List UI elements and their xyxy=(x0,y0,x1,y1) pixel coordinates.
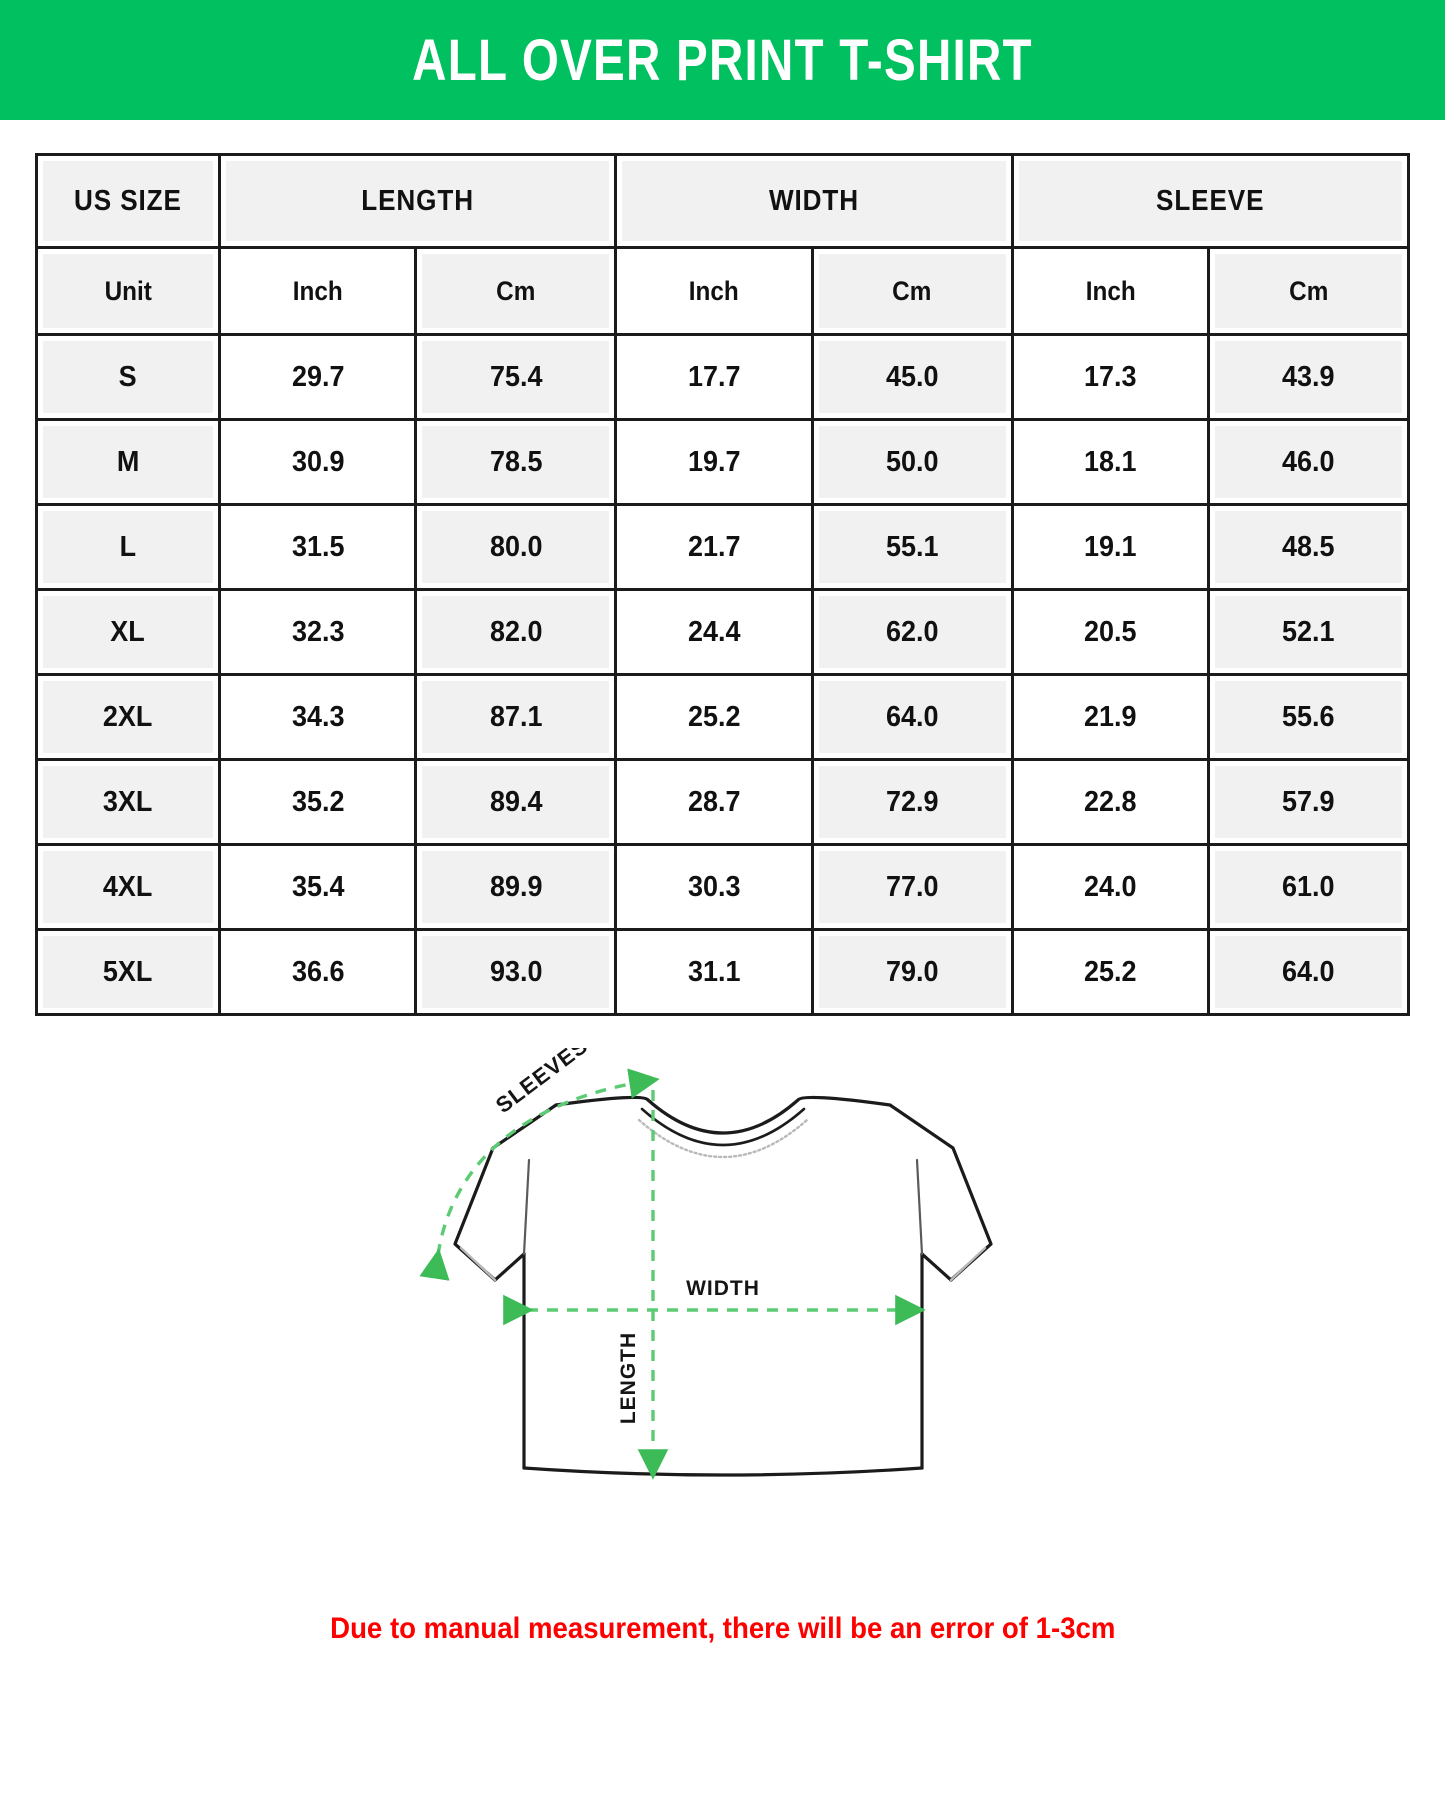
cell-sleeve-inch: 18.1 xyxy=(1010,418,1211,506)
table-row: 2XL 34.3 87.1 25.2 64.0 21.9 55.6 xyxy=(35,673,1410,761)
cell-length-inch: 35.4 xyxy=(217,843,418,931)
cell-length-cm: 80.0 xyxy=(414,503,618,591)
cell-size: S xyxy=(35,333,221,421)
cell-length-cm: 75.4 xyxy=(414,333,618,421)
cell-width-cm: 77.0 xyxy=(810,843,1014,931)
cell-sleeve-cm: 57.9 xyxy=(1207,758,1410,846)
cell-width-cm: 55.1 xyxy=(810,503,1014,591)
cell-sleeve-inch: 19.1 xyxy=(1010,503,1211,591)
page-title: ALL OVER PRINT T-SHIRT xyxy=(412,27,1033,93)
cell-sleeve-cm: 61.0 xyxy=(1207,843,1410,931)
cell-width-cm: 79.0 xyxy=(810,928,1014,1016)
size-chart-table: US SIZE LENGTH WIDTH SLEEVE Unit Inch Cm… xyxy=(35,153,1411,1016)
table-row: L 31.5 80.0 21.7 55.1 19.1 48.5 xyxy=(35,503,1410,591)
cell-length-cm: 87.1 xyxy=(414,673,618,761)
cell-sleeve-inch: 25.2 xyxy=(1010,928,1211,1016)
cell-sleeve-inch: 22.8 xyxy=(1010,758,1211,846)
cell-sleeve-cm: 48.5 xyxy=(1207,503,1410,591)
cell-length-inch: 32.3 xyxy=(217,588,418,676)
cell-length-cm: 89.9 xyxy=(414,843,618,931)
unit-cell-length-inch: Inch xyxy=(217,246,418,336)
cell-width-cm: 72.9 xyxy=(810,758,1014,846)
unit-cell-width-cm: Cm xyxy=(810,246,1014,336)
cell-sleeve-cm: 43.9 xyxy=(1207,333,1410,421)
cell-length-inch: 31.5 xyxy=(217,503,418,591)
cell-width-inch: 31.1 xyxy=(614,928,814,1016)
table-row: XL 32.3 82.0 24.4 62.0 20.5 52.1 xyxy=(35,588,1410,676)
cell-width-inch: 19.7 xyxy=(614,418,814,506)
cell-size: 2XL xyxy=(35,673,221,761)
cell-sleeve-inch: 20.5 xyxy=(1010,588,1211,676)
size-table-container: US SIZE LENGTH WIDTH SLEEVE Unit Inch Cm… xyxy=(0,120,1445,1016)
cell-width-cm: 62.0 xyxy=(810,588,1014,676)
cell-length-cm: 82.0 xyxy=(414,588,618,676)
cell-sleeve-cm: 64.0 xyxy=(1207,928,1410,1016)
table-row: 4XL 35.4 89.9 30.3 77.0 24.0 61.0 xyxy=(35,843,1410,931)
cell-length-cm: 78.5 xyxy=(414,418,618,506)
cell-sleeve-inch: 21.9 xyxy=(1010,673,1211,761)
cell-width-inch: 17.7 xyxy=(614,333,814,421)
cell-size: 4XL xyxy=(35,843,221,931)
table-row: S 29.7 75.4 17.7 45.0 17.3 43.9 xyxy=(35,333,1410,421)
cell-size: 3XL xyxy=(35,758,221,846)
cell-size: L xyxy=(35,503,221,591)
cell-sleeve-inch: 17.3 xyxy=(1010,333,1211,421)
table-row: 5XL 36.6 93.0 31.1 79.0 25.2 64.0 xyxy=(35,928,1410,1016)
cell-size: 5XL xyxy=(35,928,221,1016)
unit-cell-sleeve-inch: Inch xyxy=(1010,246,1211,336)
measurement-disclaimer: Due to manual measurement, there will be… xyxy=(329,1612,1116,1645)
sleeves-label: SLEEVES xyxy=(490,1048,592,1118)
unit-cell-length-cm: Cm xyxy=(414,246,618,336)
table-row: 3XL 35.2 89.4 28.7 72.9 22.8 57.9 xyxy=(35,758,1410,846)
tshirt-measurement-diagram: SLEEVES WIDTH LENGTH xyxy=(0,1048,1445,1578)
cell-length-inch: 30.9 xyxy=(217,418,418,506)
unit-cell-label: Unit xyxy=(35,246,221,336)
group-header-sleeve: SLEEVE xyxy=(1010,153,1411,249)
cell-sleeve-inch: 24.0 xyxy=(1010,843,1211,931)
group-header-us-size: US SIZE xyxy=(35,153,221,249)
cell-length-cm: 89.4 xyxy=(414,758,618,846)
cell-width-cm: 64.0 xyxy=(810,673,1014,761)
cell-length-cm: 93.0 xyxy=(414,928,618,1016)
sleeves-guide-arrow xyxy=(418,1068,660,1281)
cell-sleeve-cm: 46.0 xyxy=(1207,418,1410,506)
cell-width-inch: 21.7 xyxy=(614,503,814,591)
cell-width-inch: 24.4 xyxy=(614,588,814,676)
cell-length-inch: 34.3 xyxy=(217,673,418,761)
cell-width-inch: 25.2 xyxy=(614,673,814,761)
group-header-length: LENGTH xyxy=(217,153,618,249)
group-header-width: WIDTH xyxy=(614,153,1014,249)
cell-size: XL xyxy=(35,588,221,676)
cell-width-cm: 50.0 xyxy=(810,418,1014,506)
cell-width-inch: 28.7 xyxy=(614,758,814,846)
unit-cell-width-inch: Inch xyxy=(614,246,814,336)
cell-width-cm: 45.0 xyxy=(810,333,1014,421)
cell-length-inch: 35.2 xyxy=(217,758,418,846)
length-label: LENGTH xyxy=(617,1332,640,1424)
unit-cell-sleeve-cm: Cm xyxy=(1207,246,1410,336)
tshirt-diagram-svg: SLEEVES WIDTH LENGTH xyxy=(418,1048,993,1480)
table-row: M 30.9 78.5 19.7 50.0 18.1 46.0 xyxy=(35,418,1410,506)
cell-length-inch: 36.6 xyxy=(217,928,418,1016)
cell-size: M xyxy=(35,418,221,506)
page-header-banner: ALL OVER PRINT T-SHIRT xyxy=(0,0,1445,120)
cell-sleeve-cm: 55.6 xyxy=(1207,673,1410,761)
cell-sleeve-cm: 52.1 xyxy=(1207,588,1410,676)
table-group-header-row: US SIZE LENGTH WIDTH SLEEVE xyxy=(35,153,1411,249)
cell-length-inch: 29.7 xyxy=(217,333,418,421)
cell-width-inch: 30.3 xyxy=(614,843,814,931)
table-unit-row: Unit Inch Cm Inch Cm Inch Cm xyxy=(35,246,1410,336)
width-label: WIDTH xyxy=(686,1277,760,1300)
